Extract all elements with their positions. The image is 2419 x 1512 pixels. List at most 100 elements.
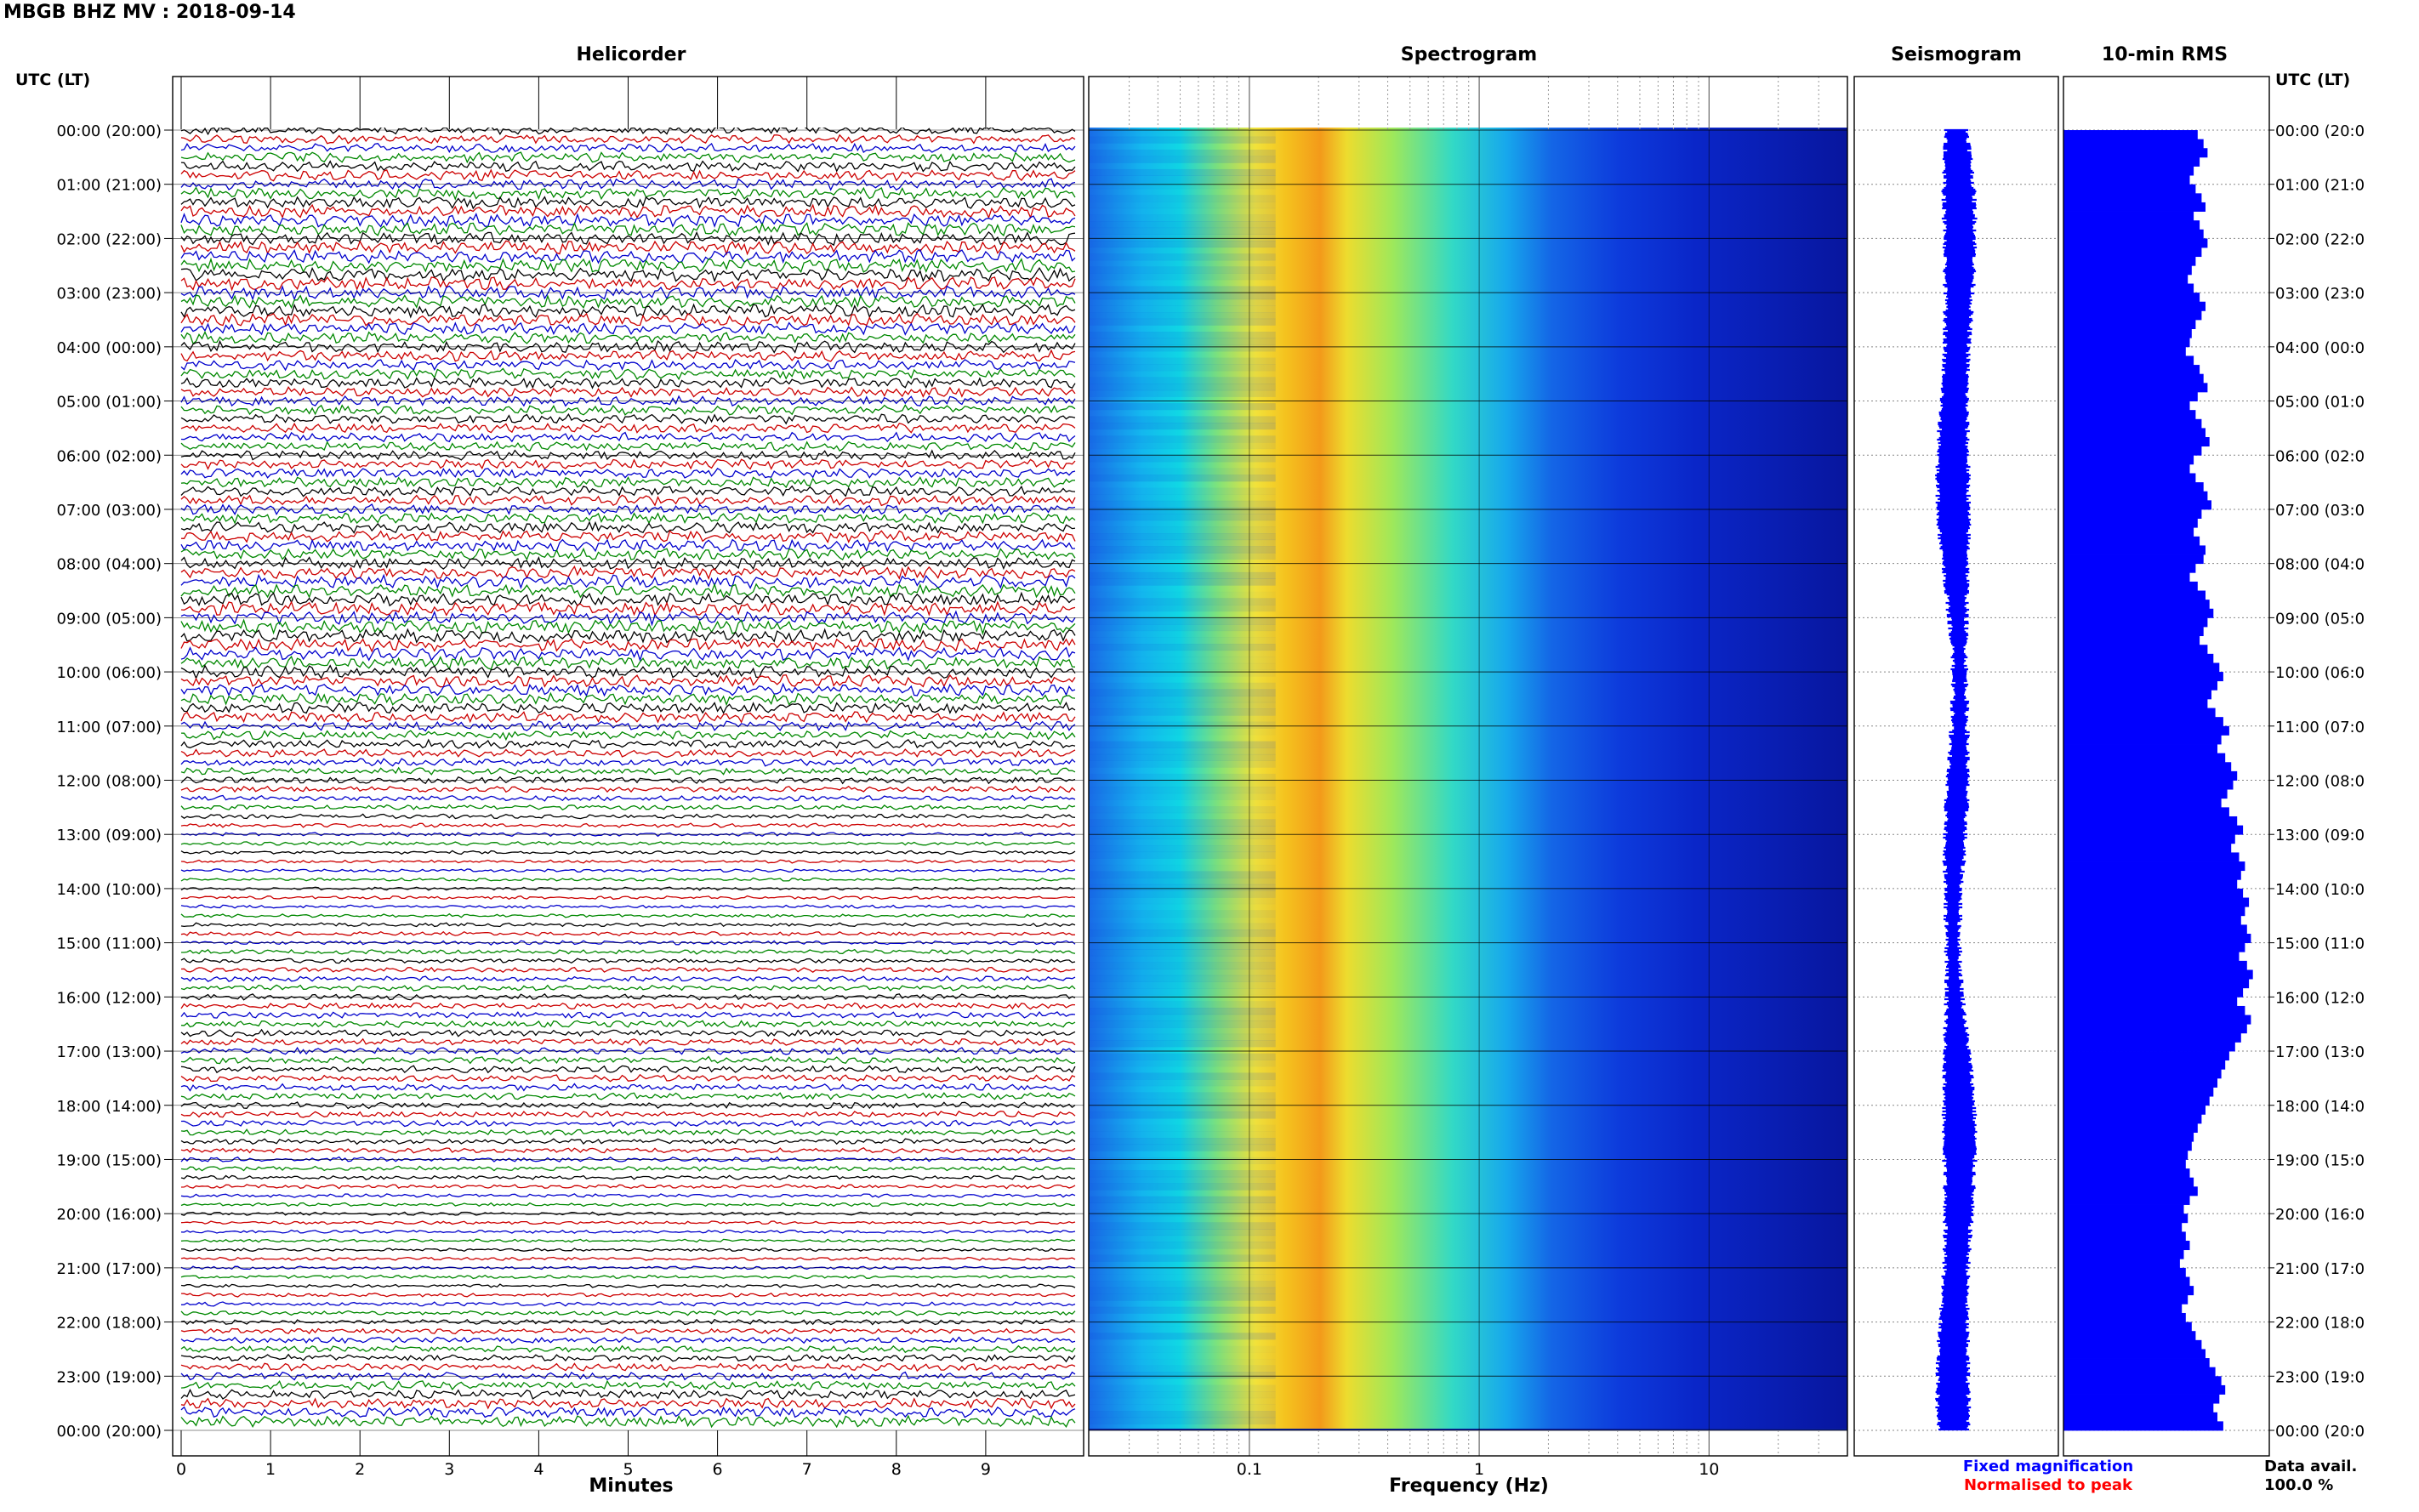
rms-bar bbox=[2063, 1168, 2190, 1179]
spectrogram-row bbox=[1089, 1157, 1276, 1164]
helicorder-trace-line bbox=[180, 1388, 1076, 1400]
spectrogram-row bbox=[1089, 1033, 1276, 1041]
spectrogram-row bbox=[1089, 1267, 1276, 1275]
helicorder-trace-line bbox=[180, 221, 1076, 237]
time-label-right: 00:00 (20:0 bbox=[2275, 122, 2365, 140]
helicorder-trace-line bbox=[180, 512, 1076, 525]
helicorder-trace-line bbox=[180, 467, 1076, 479]
helicorder-x-tick-label: 4 bbox=[533, 1460, 544, 1479]
spectrogram-row bbox=[1089, 819, 1276, 827]
spectrogram-row bbox=[1089, 468, 1276, 475]
spectrogram-row bbox=[1089, 175, 1276, 183]
spectrogram-row bbox=[1089, 890, 1276, 898]
rms-bar bbox=[2063, 518, 2198, 528]
spectrogram-row bbox=[1089, 858, 1276, 865]
spectrogram-row bbox=[1089, 389, 1276, 397]
helicorder-trace-line bbox=[180, 276, 1076, 292]
spectrogram-row bbox=[1089, 617, 1276, 625]
spectrogram-row bbox=[1089, 728, 1276, 735]
rms-bar bbox=[2063, 626, 2204, 637]
spectrogram-row bbox=[1089, 1176, 1276, 1184]
spectrogram-row bbox=[1089, 1027, 1276, 1035]
rms-bar bbox=[2063, 220, 2200, 230]
helicorder-trace-line bbox=[180, 1119, 1076, 1128]
time-label-right: 04:00 (00:0 bbox=[2275, 339, 2365, 357]
helicorder-trace-line bbox=[180, 1336, 1076, 1344]
rms-bar bbox=[2063, 1331, 2196, 1341]
spectrogram-row bbox=[1089, 878, 1276, 885]
right-time-labels: 00:00 (20:0 01:00 (21:0 02:00 (22:0 03:00 (… bbox=[2275, 122, 2365, 1441]
rms-bar bbox=[2063, 653, 2214, 663]
time-label-left: 15:00 (11:00) bbox=[56, 935, 162, 953]
time-label-left: 05:00 (01:00) bbox=[56, 394, 162, 412]
time-label-right: 23:00 (19:0 bbox=[2275, 1368, 2365, 1386]
spectrogram-row bbox=[1089, 753, 1276, 761]
rms-bar bbox=[2063, 1069, 2222, 1079]
spectrogram-row bbox=[1089, 689, 1276, 696]
spectrogram-row bbox=[1089, 702, 1276, 709]
helicorder-trace-line bbox=[180, 1256, 1076, 1261]
helicorder-trace-line bbox=[180, 134, 1076, 145]
spectrogram-row bbox=[1089, 462, 1276, 469]
spectrogram-row bbox=[1089, 1313, 1276, 1320]
spectrogram-row bbox=[1089, 253, 1276, 261]
spectrogram-row bbox=[1089, 910, 1276, 918]
helicorder-trace-line bbox=[180, 142, 1076, 154]
spectrogram-row bbox=[1089, 1131, 1276, 1139]
helicorder-x-tick-label: 5 bbox=[623, 1460, 633, 1479]
spectrogram-row bbox=[1089, 1320, 1276, 1327]
helicorder-trace-line bbox=[180, 178, 1076, 191]
rms-bar bbox=[2063, 1042, 2235, 1052]
helicorder-trace-line bbox=[180, 213, 1076, 229]
helicorder-trace-line bbox=[180, 804, 1076, 810]
helicorder-trace-line bbox=[180, 610, 1076, 627]
spectrogram-row bbox=[1089, 552, 1276, 560]
helicorder-trace-line bbox=[180, 1229, 1076, 1234]
spectrogram-row bbox=[1089, 1215, 1276, 1223]
helicorder-trace-line bbox=[180, 738, 1076, 749]
spectrogram-row bbox=[1089, 1229, 1276, 1236]
spectrogram-row bbox=[1089, 832, 1276, 839]
spectrogram-row bbox=[1089, 364, 1276, 372]
spectrogram-row bbox=[1089, 864, 1276, 872]
rms-bar bbox=[2063, 1141, 2192, 1151]
rms-bar bbox=[2063, 202, 2206, 212]
helicorder-trace-line bbox=[180, 538, 1076, 553]
helicorder-trace-line bbox=[180, 1046, 1076, 1055]
rms-bar bbox=[2063, 924, 2247, 935]
helicorder-trace-line bbox=[180, 168, 1076, 182]
spectrogram-row bbox=[1089, 318, 1276, 326]
helicorder-trace-line bbox=[180, 431, 1076, 443]
spectrogram-row bbox=[1089, 1404, 1276, 1412]
minutes-axis-label: Minutes bbox=[589, 1475, 673, 1497]
rms-bar bbox=[2063, 1358, 2210, 1368]
rms-bars bbox=[2063, 130, 2253, 1431]
spectrogram-row bbox=[1089, 189, 1276, 196]
rms-bar bbox=[2063, 1384, 2226, 1395]
spectrogram-row bbox=[1089, 995, 1276, 1002]
helicorder-trace-line bbox=[180, 904, 1076, 909]
spectrogram-row bbox=[1089, 1222, 1276, 1230]
helicorder-trace-line bbox=[180, 674, 1076, 688]
spectrogram-image bbox=[1089, 128, 1847, 1430]
spectrogram-row bbox=[1089, 851, 1276, 859]
spectrogram-row bbox=[1089, 1066, 1276, 1073]
spectrogram-row bbox=[1089, 780, 1276, 787]
rms-bar bbox=[2063, 1249, 2184, 1259]
time-label-left: 02:00 (22:00) bbox=[56, 230, 162, 248]
rms-bar bbox=[2063, 572, 2190, 583]
rms-bar bbox=[2063, 1015, 2251, 1025]
spectrogram-row bbox=[1089, 1248, 1276, 1255]
spectrogram-row bbox=[1089, 1281, 1276, 1288]
rms-bar bbox=[2063, 680, 2217, 691]
helicorder-trace-line bbox=[180, 1174, 1076, 1180]
spectrogram-row bbox=[1089, 1105, 1276, 1112]
rms-bar bbox=[2063, 1394, 2220, 1404]
rms-bar bbox=[2063, 807, 2229, 817]
rms-bar bbox=[2063, 581, 2198, 591]
helicorder-trace-line bbox=[180, 358, 1076, 372]
time-label-right: 16:00 (12:0 bbox=[2275, 989, 2365, 1007]
spectrogram-row bbox=[1089, 897, 1276, 905]
rms-bar bbox=[2063, 934, 2251, 944]
helicorder-trace-line bbox=[180, 966, 1076, 974]
